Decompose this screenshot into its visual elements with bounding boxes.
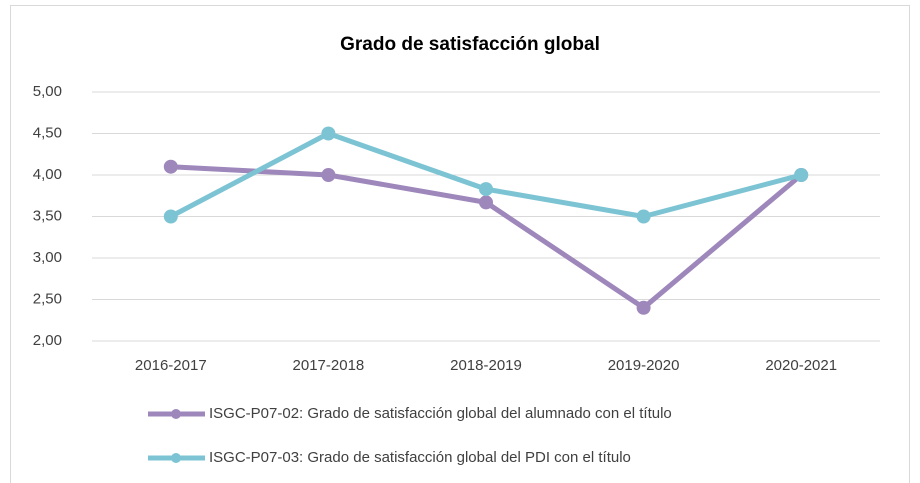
- legend-swatch-marker: [171, 453, 181, 463]
- data-point: [794, 168, 809, 182]
- y-tick-label: 4,50: [33, 124, 62, 141]
- legend-swatch-marker: [171, 409, 181, 419]
- y-tick-label: 2,50: [33, 290, 62, 307]
- data-point: [479, 195, 493, 210]
- data-point: [479, 182, 493, 197]
- y-tick-label: 2,00: [33, 332, 62, 349]
- y-tick-label: 3,50: [33, 207, 62, 224]
- x-tick-label: 2018-2019: [450, 357, 522, 374]
- x-tick-label: 2019-2020: [608, 357, 680, 374]
- y-tick-label: 3,00: [33, 249, 62, 266]
- y-tick-label: 5,00: [33, 83, 62, 100]
- data-point: [163, 159, 178, 174]
- data-point: [163, 209, 178, 224]
- data-point: [636, 300, 651, 315]
- legend-label: ISGC-P07-02: Grado de satisfacción globa…: [209, 405, 672, 422]
- chart-title: Grado de satisfacción global: [340, 34, 600, 55]
- legend-label: ISGC-P07-03: Grado de satisfacción globa…: [209, 449, 631, 466]
- x-tick-label: 2020-2021: [765, 357, 837, 374]
- chart-border: [10, 5, 910, 483]
- y-tick-label: 4,00: [33, 166, 62, 183]
- data-point: [636, 209, 651, 224]
- x-tick-label: 2016-2017: [135, 357, 207, 374]
- data-point: [321, 126, 336, 141]
- x-tick-label: 2017-2018: [293, 357, 365, 374]
- data-point: [321, 168, 336, 182]
